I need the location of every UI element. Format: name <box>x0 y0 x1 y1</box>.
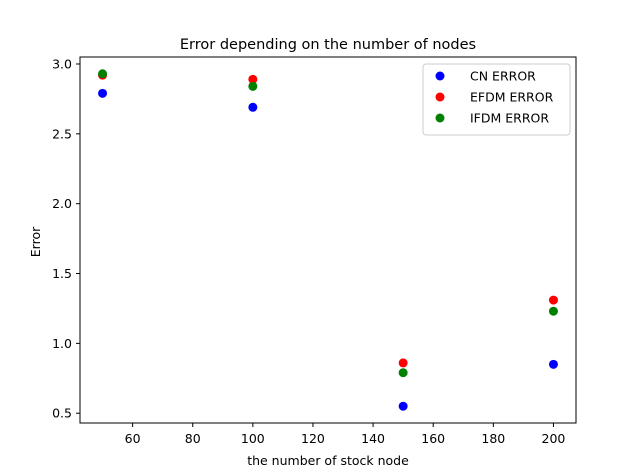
y-tick-label: 3.0 <box>52 56 72 71</box>
data-point <box>548 359 558 369</box>
x-axis-title: the number of stock node <box>247 453 409 468</box>
data-point <box>248 74 258 84</box>
x-tick-label: 200 <box>542 431 566 446</box>
legend-box <box>422 63 571 136</box>
x-tick-label: 120 <box>301 431 325 446</box>
x-tick-label: 100 <box>241 431 265 446</box>
x-tick-label: 60 <box>125 431 141 446</box>
chart-axes: 60 80 100 120 140 160 180 200 0.5 1.0 1.5 2.0 2.5 3.0 <box>52 56 577 446</box>
y-tick-label: 1.5 <box>52 266 72 281</box>
y-axis-title: Error <box>28 226 43 257</box>
legend-label: CN ERROR <box>470 69 536 84</box>
data-point <box>398 368 408 378</box>
data-point <box>398 358 408 368</box>
data-point <box>98 88 108 98</box>
legend-label: EFDM ERROR <box>470 90 554 105</box>
data-point <box>248 102 258 112</box>
x-tick-label: 80 <box>185 431 201 446</box>
data-point <box>248 81 258 91</box>
chart-marks <box>98 69 558 411</box>
data-point <box>398 401 408 411</box>
legend-marker <box>435 92 445 102</box>
y-tick-label: 2.5 <box>52 126 72 141</box>
x-tick-label: 160 <box>421 431 445 446</box>
y-tick-label: 0.5 <box>52 406 72 421</box>
data-point <box>548 295 558 305</box>
x-tick-label: 180 <box>481 431 505 446</box>
legend-marker <box>435 113 445 123</box>
data-point <box>548 306 558 316</box>
y-tick-label: 2.0 <box>52 196 72 211</box>
data-point <box>98 69 108 79</box>
y-tick-label: 1.0 <box>52 336 72 351</box>
legend-marker <box>435 71 445 81</box>
chart-title: Error depending on the number of nodes <box>180 37 476 53</box>
legend: CN ERROR EFDM ERROR IFDM ERROR <box>422 63 571 136</box>
x-tick-label: 140 <box>361 431 385 446</box>
plot-frame <box>79 56 577 424</box>
legend-label: IFDM ERROR <box>470 111 549 126</box>
